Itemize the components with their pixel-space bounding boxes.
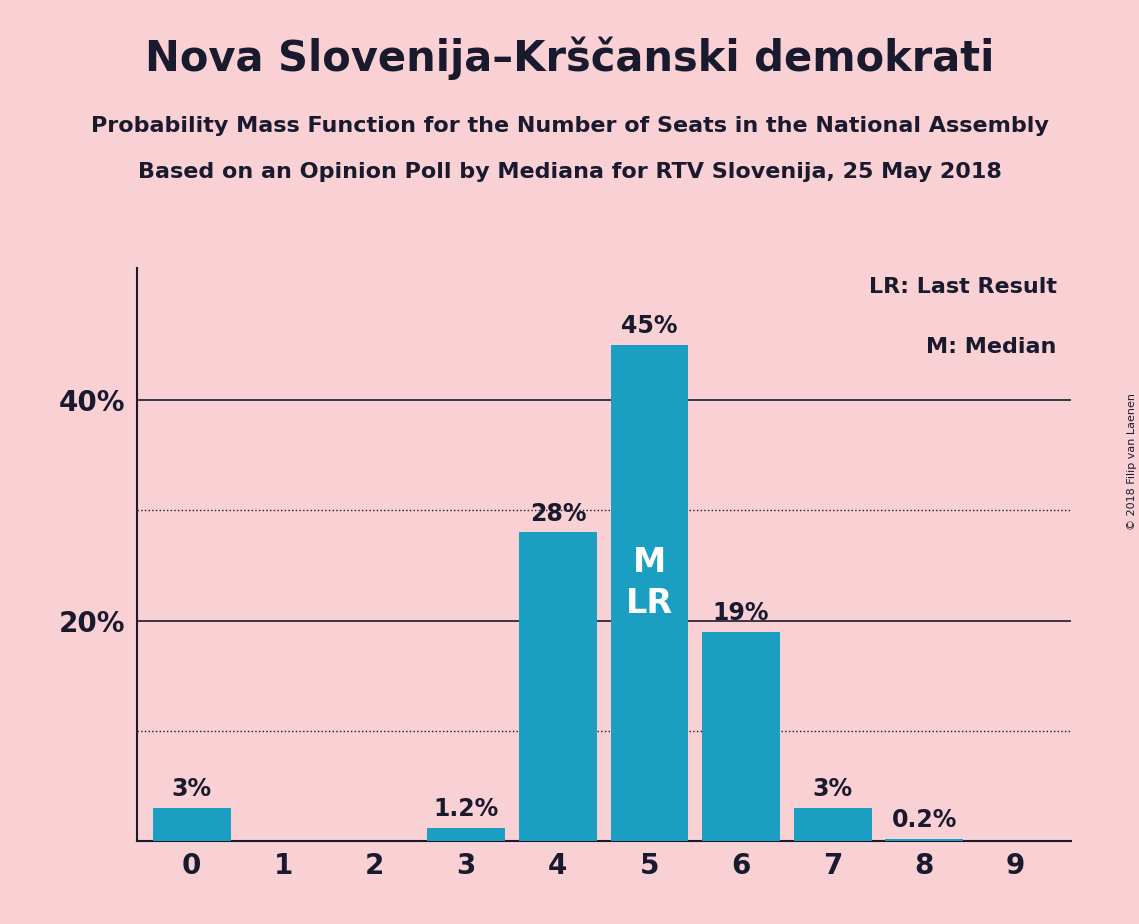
Text: 1.2%: 1.2% [434, 797, 499, 821]
Text: M: Median: M: Median [926, 336, 1057, 357]
Text: 28%: 28% [530, 502, 587, 526]
Text: Nova Slovenija–Krščanski demokrati: Nova Slovenija–Krščanski demokrati [145, 37, 994, 80]
Text: 45%: 45% [621, 314, 678, 338]
Bar [885, 839, 964, 841]
Text: Probability Mass Function for the Number of Seats in the National Assembly: Probability Mass Function for the Number… [91, 116, 1048, 136]
Text: 19%: 19% [713, 601, 769, 625]
Text: LR: Last Result: LR: Last Result [869, 276, 1057, 297]
Bar [519, 532, 597, 841]
Bar [794, 808, 871, 841]
Text: © 2018 Filip van Laenen: © 2018 Filip van Laenen [1126, 394, 1137, 530]
Text: 0.2%: 0.2% [892, 808, 957, 832]
Text: 3%: 3% [172, 777, 212, 801]
Text: M
LR: M LR [626, 546, 673, 620]
Bar [611, 345, 688, 841]
Text: 3%: 3% [812, 777, 853, 801]
Bar [427, 828, 506, 841]
Bar [153, 808, 230, 841]
Text: Based on an Opinion Poll by Mediana for RTV Slovenija, 25 May 2018: Based on an Opinion Poll by Mediana for … [138, 162, 1001, 182]
Bar [702, 631, 780, 841]
